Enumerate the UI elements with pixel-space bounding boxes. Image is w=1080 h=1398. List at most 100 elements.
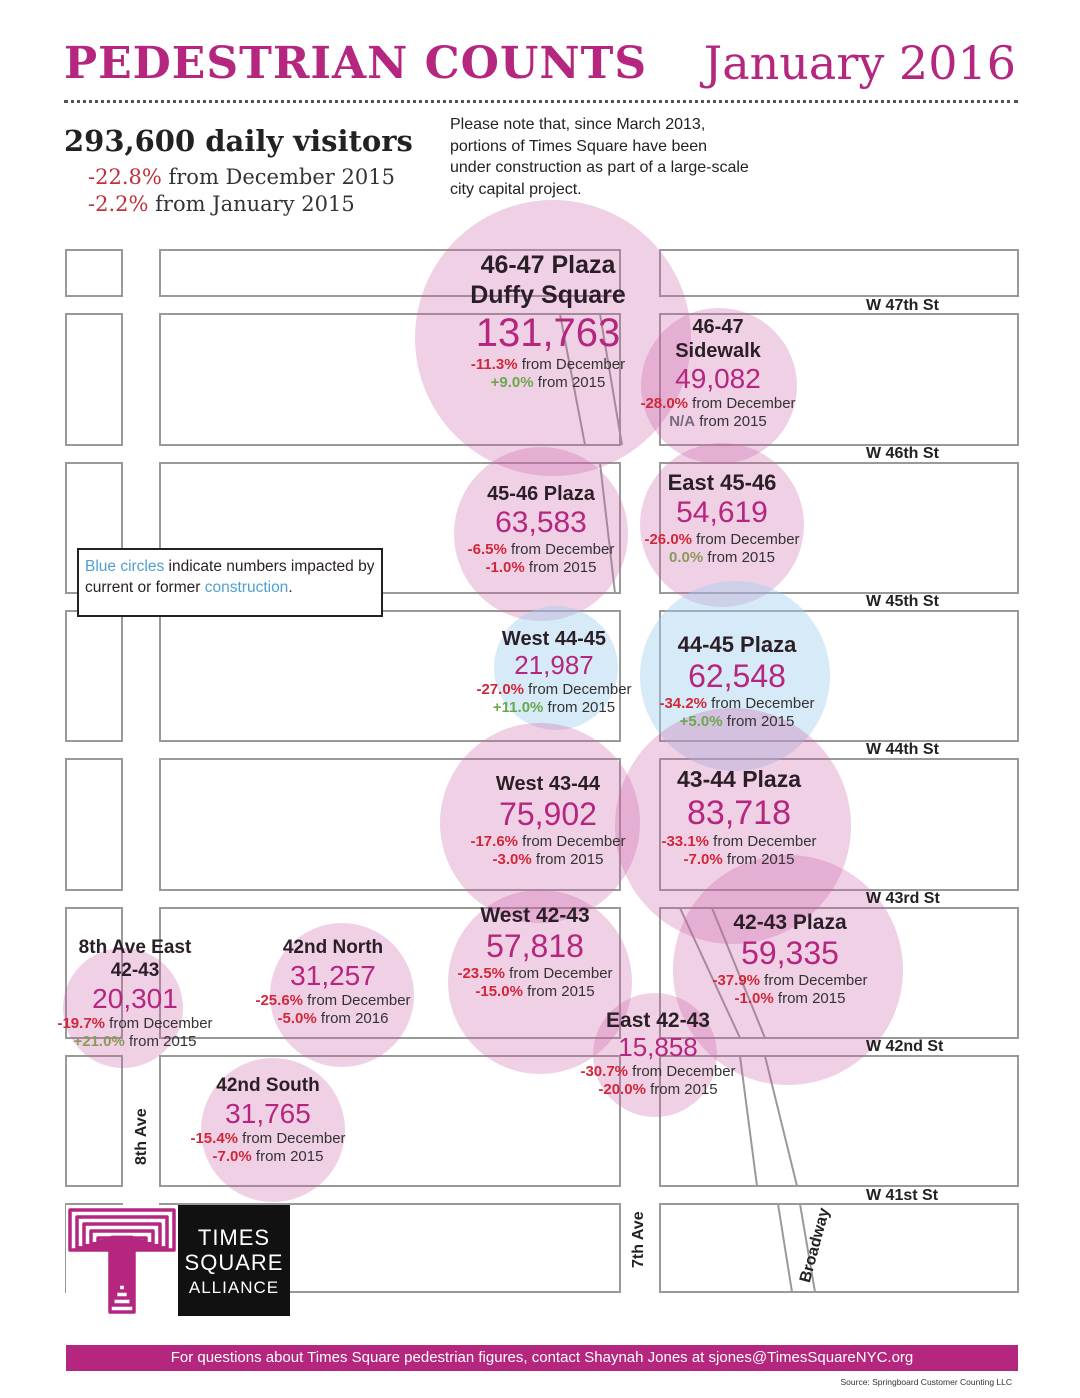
change-from-year: +21.0% from 2015 bbox=[73, 1032, 197, 1050]
change-from-december: -23.5% from December bbox=[457, 964, 613, 982]
location-title: 42nd South bbox=[216, 1075, 320, 1096]
location-label: East 42-43 15,858 -30.7% from December -20.… bbox=[580, 1008, 735, 1099]
city-block bbox=[659, 610, 1019, 742]
dotted-divider bbox=[64, 100, 1018, 103]
count-circle bbox=[641, 308, 797, 464]
change-from-december: -27.0% from December bbox=[476, 680, 632, 698]
location-title: 45-46 Plaza bbox=[487, 483, 595, 505]
city-block bbox=[659, 1203, 1019, 1293]
source-credit: Source: Springboard Customer Counting LL… bbox=[840, 1377, 1012, 1387]
location-title: 43-44 Plaza bbox=[676, 766, 802, 792]
logo-stripe bbox=[89, 1229, 155, 1293]
change-from-year: +9.0% from 2015 bbox=[490, 374, 606, 391]
city-block bbox=[65, 907, 123, 1039]
broadway-edge bbox=[679, 907, 741, 1039]
logo-text: ALLIANCE bbox=[188, 1278, 280, 1297]
location-label: East 45-46 54,619 -26.0% from December 0.0%… bbox=[644, 470, 799, 567]
change-from-year: -15.0% from 2015 bbox=[475, 982, 595, 1000]
location-label: 43-44 Plaza 83,718 -33.1% from December -7.… bbox=[661, 766, 816, 869]
logo-text: TIMES bbox=[197, 1225, 271, 1250]
change-from-december: -17.6% from December bbox=[470, 832, 626, 850]
legend-box: Blue circles indicate numbers impacted b… bbox=[77, 548, 383, 617]
location-label: 42nd South 31,765 -15.4% from December -7.0… bbox=[190, 1075, 345, 1166]
change-from-year: N/A from 2015 bbox=[669, 413, 767, 431]
logo-text: SQUARE bbox=[184, 1250, 284, 1275]
count-circle bbox=[615, 708, 851, 944]
broadway-edge bbox=[711, 907, 766, 1039]
broadway-edge bbox=[559, 313, 586, 446]
change-from-december: -28.0% from December bbox=[640, 395, 796, 413]
legend-blue-text: construction bbox=[204, 579, 289, 596]
change-from-december: -25.6% from December bbox=[255, 991, 411, 1009]
count-circle bbox=[440, 723, 640, 923]
location-title: East 42-43 bbox=[606, 1009, 710, 1032]
count-circle bbox=[640, 443, 804, 607]
pedestrian-count: 49,082 bbox=[675, 363, 761, 394]
location-title: West 42-43 bbox=[480, 904, 590, 927]
pedestrian-count: 15,858 bbox=[618, 1032, 698, 1063]
contact-footer: For questions about Times Square pedestr… bbox=[66, 1345, 1018, 1371]
street-label: W 46th St bbox=[866, 445, 939, 462]
street-label: W 45th St bbox=[866, 593, 939, 610]
pedestrian-count: 21,987 bbox=[514, 650, 594, 680]
month-label: January 2016 bbox=[703, 36, 1016, 90]
city-block bbox=[659, 1055, 1019, 1187]
location-label: 42-43 Plaza 59,335 -37.9% from December -1.… bbox=[712, 910, 867, 1008]
construction-count-circle bbox=[494, 606, 618, 730]
change-from-year: -3.0% from 2015 bbox=[492, 850, 604, 868]
count-circle bbox=[593, 993, 717, 1117]
city-block bbox=[65, 249, 123, 297]
times-square-alliance-logo: TIMES SQUARE ALLIANCE bbox=[178, 1205, 290, 1316]
change-text: from January 2015 bbox=[148, 192, 355, 216]
location-title: 46-47 bbox=[692, 316, 744, 338]
change-from-december: -33.1% from December bbox=[661, 832, 817, 850]
logo-stripe bbox=[68, 1208, 176, 1314]
change-from-year: +11.0% from 2015 bbox=[492, 698, 616, 716]
pedestrian-count: 31,765 bbox=[225, 1097, 311, 1129]
legend-blue-text: Blue circles bbox=[85, 558, 165, 575]
location-label: 8th Ave East 42-43 20,301 -19.7% from Decem… bbox=[57, 937, 212, 1051]
change-vs-last-year: -2.2% from January 2015 bbox=[88, 192, 355, 216]
city-block bbox=[65, 610, 123, 742]
location-label: 44-45 Plaza 62,548 -34.2% from December +5.… bbox=[659, 632, 814, 731]
street-label: W 42nd St bbox=[866, 1038, 944, 1055]
pedestrian-count: 31,257 bbox=[290, 959, 376, 991]
logo-stripe bbox=[82, 1222, 162, 1300]
location-title: 44-45 Plaza bbox=[677, 632, 797, 657]
location-label: West 42-43 57,818 -23.5% from December -15.… bbox=[457, 903, 612, 1001]
city-block bbox=[659, 462, 1019, 594]
pedestrian-count: 75,902 bbox=[499, 796, 597, 832]
broadway-edge bbox=[799, 1203, 816, 1293]
change-from-december: -6.5% from December bbox=[467, 540, 615, 558]
location-title: West 43-44 bbox=[495, 773, 601, 795]
count-circles bbox=[63, 200, 903, 1202]
change-from-year: -7.0% from 2015 bbox=[683, 850, 795, 868]
city-block bbox=[659, 758, 1019, 891]
city-block bbox=[159, 610, 621, 742]
count-circle bbox=[201, 1058, 345, 1202]
location-title: East 45-46 bbox=[667, 470, 777, 495]
count-circle bbox=[454, 447, 628, 621]
change-from-december: -37.9% from December bbox=[712, 971, 868, 989]
city-block bbox=[159, 907, 621, 1039]
change-from-december: -30.7% from December bbox=[580, 1063, 736, 1081]
count-circle bbox=[63, 948, 183, 1068]
legend-text: . bbox=[288, 579, 293, 596]
construction-count-circle bbox=[640, 581, 830, 771]
broadway-edge bbox=[599, 462, 616, 594]
street-label: W 47th St bbox=[866, 297, 939, 314]
pedestrian-count: 63,583 bbox=[495, 506, 587, 539]
change-from-year: -1.0% from 2015 bbox=[734, 989, 846, 1007]
location-title: 8th Ave East bbox=[78, 937, 192, 958]
city-block bbox=[159, 313, 621, 446]
change-from-year: +5.0% from 2015 bbox=[679, 713, 795, 731]
broadway-edge bbox=[764, 1055, 798, 1187]
city-block bbox=[659, 313, 1019, 446]
broadway-edge bbox=[739, 1055, 758, 1187]
count-circle bbox=[270, 923, 414, 1067]
street-label: W 44th St bbox=[866, 741, 939, 758]
city-block bbox=[659, 907, 1019, 1039]
count-circle bbox=[448, 890, 632, 1074]
pedestrian-count: 83,718 bbox=[687, 793, 791, 832]
change-from-december: -19.7% from December bbox=[57, 1014, 213, 1032]
